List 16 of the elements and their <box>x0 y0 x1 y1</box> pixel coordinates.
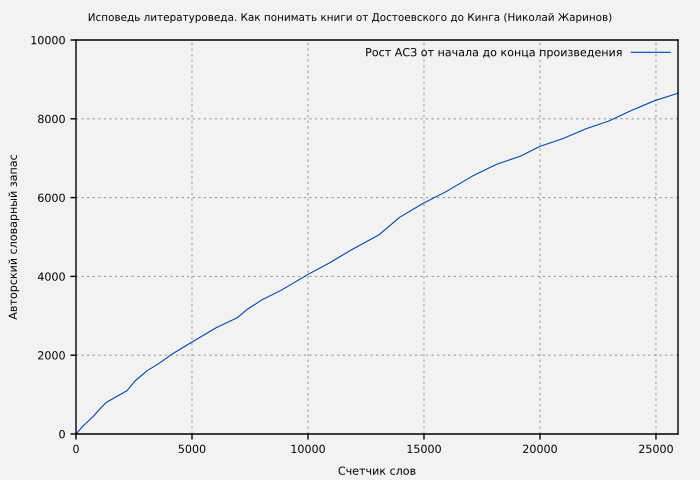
x-axis-title: Счетчик слов <box>338 466 416 475</box>
y-tick-label: 10000 <box>31 36 65 44</box>
legend-label: Рост АСЗ от начала до конца произведения <box>366 48 622 59</box>
x-tick-label: 0 <box>73 444 79 454</box>
x-tick-label: 20000 <box>523 444 557 454</box>
x-tick-label: 5000 <box>178 444 206 454</box>
y-tick-label: 6000 <box>38 194 65 202</box>
x-tick-label: 15000 <box>408 444 441 454</box>
x-tick-label: 10000 <box>292 444 325 454</box>
y-tick-label: 4000 <box>38 272 65 281</box>
chart-title: Исповедь литературоведа. Как понимать книги от Достоевского до Кинга (Николай Жаринов) <box>88 12 612 24</box>
x-tick-label: 25000 <box>639 444 673 454</box>
y-axis-title: Авторский словарный запас <box>8 155 20 320</box>
y-tick-label: 8000 <box>38 114 65 124</box>
y-tick-label: 2000 <box>38 351 65 360</box>
y-tick-label: 0 <box>59 430 65 438</box>
